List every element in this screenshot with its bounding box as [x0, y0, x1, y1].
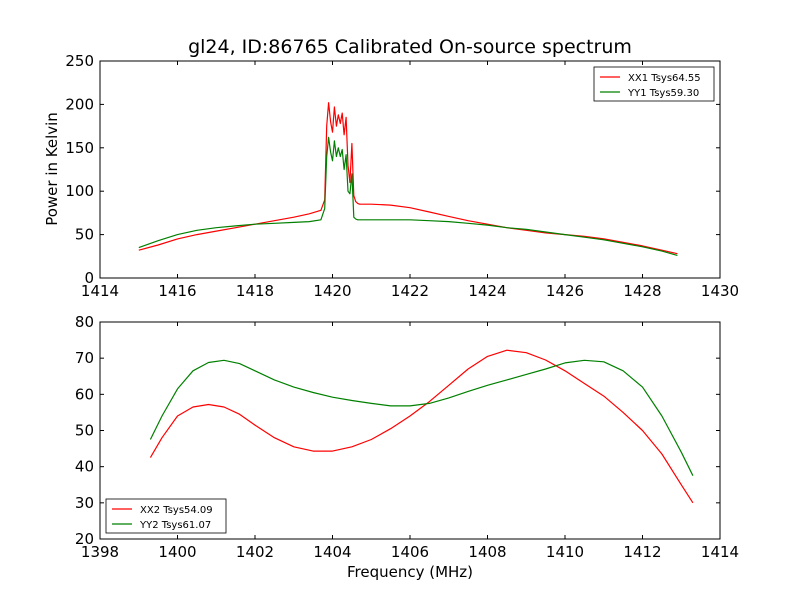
plot2-series-2-line — [149, 359, 694, 476]
plot1-x-tick-label: 1430 — [701, 282, 739, 300]
plot2-x-tick-label: 1404 — [313, 543, 351, 561]
bottom-plot-axes: 1398 1400 1402 1404 1406 1408 1410 1412 1414 20 30… — [75, 313, 739, 561]
plot2-x-tick-label: 1408 — [468, 543, 506, 561]
plot2-legend-label-1: XX2 Tsys54.09 — [140, 505, 213, 516]
plot1-series-2-line — [138, 136, 678, 256]
plot1-series-1-line — [138, 102, 678, 255]
x-axis-label: Frequency (MHz) — [347, 563, 473, 581]
plot1-x-tick-label: 1422 — [391, 282, 429, 300]
plot1-x-tick-label: 1426 — [546, 282, 584, 300]
plot1-y-tick-label: 150 — [65, 139, 94, 157]
plot1-legend-label-2: YY1 Tsys59.30 — [627, 88, 699, 99]
plot1-y-tick-label: 200 — [65, 95, 94, 113]
plot2-y-tick-label: 60 — [75, 385, 94, 403]
y-axis-label: Power in Kelvin — [43, 112, 61, 226]
plot2-x-tick-label: 1406 — [391, 543, 429, 561]
plot2-legend-box — [105, 498, 227, 534]
plot1-x-tick-label: 1416 — [158, 282, 196, 300]
plot1-y-tick-label: 250 — [65, 52, 94, 70]
plot1-x-tick-label: 1420 — [313, 282, 351, 300]
plot1-legend-box — [593, 66, 715, 102]
plot2-x-tick-label: 1402 — [236, 543, 274, 561]
plot1-y-tick-label: 50 — [75, 226, 94, 244]
plot1-x-tick-label: 1424 — [468, 282, 506, 300]
plot2-y-tick-label: 80 — [75, 313, 94, 331]
plot1-legend: XX1 Tsys64.55 YY1 Tsys59.30 — [593, 66, 715, 102]
plot2-x-tick-label: 1400 — [158, 543, 196, 561]
plot1-y-tick-label: 0 — [84, 269, 94, 287]
chart-title: gl24, ID:86765 Calibrated On-source spec… — [188, 36, 632, 58]
plot2-y-tick-label: 40 — [75, 458, 94, 476]
plot2-y-tick-label: 50 — [75, 422, 94, 440]
plot1-x-tick-label: 1414 — [81, 282, 119, 300]
plot2-series-1-line — [149, 349, 694, 504]
plot2-y-tick-label: 20 — [75, 530, 94, 548]
plot2-x-tick-label: 1398 — [81, 543, 119, 561]
plot1-y-tick-label: 100 — [65, 182, 94, 200]
plot1-x-tick-label: 1418 — [236, 282, 274, 300]
top-plot-axes: 1414 1416 1418 1420 1422 1424 1426 1428 1430 0 50 1… — [65, 52, 739, 300]
plot2-y-tick-label: 70 — [75, 349, 94, 367]
plot2-legend-label-2: YY2 Tsys61.07 — [139, 520, 211, 531]
plot2-x-tick-label: 1412 — [623, 543, 661, 561]
plot2-x-tick-label: 1414 — [701, 543, 739, 561]
plot2-x-tick-label: 1410 — [546, 543, 584, 561]
plot2-legend: XX2 Tsys54.09 YY2 Tsys61.07 — [105, 498, 227, 534]
plot1-legend-label-1: XX1 Tsys64.55 — [628, 73, 701, 84]
plot1-x-tick-label: 1428 — [623, 282, 661, 300]
plot2-y-tick-label: 30 — [75, 494, 94, 512]
